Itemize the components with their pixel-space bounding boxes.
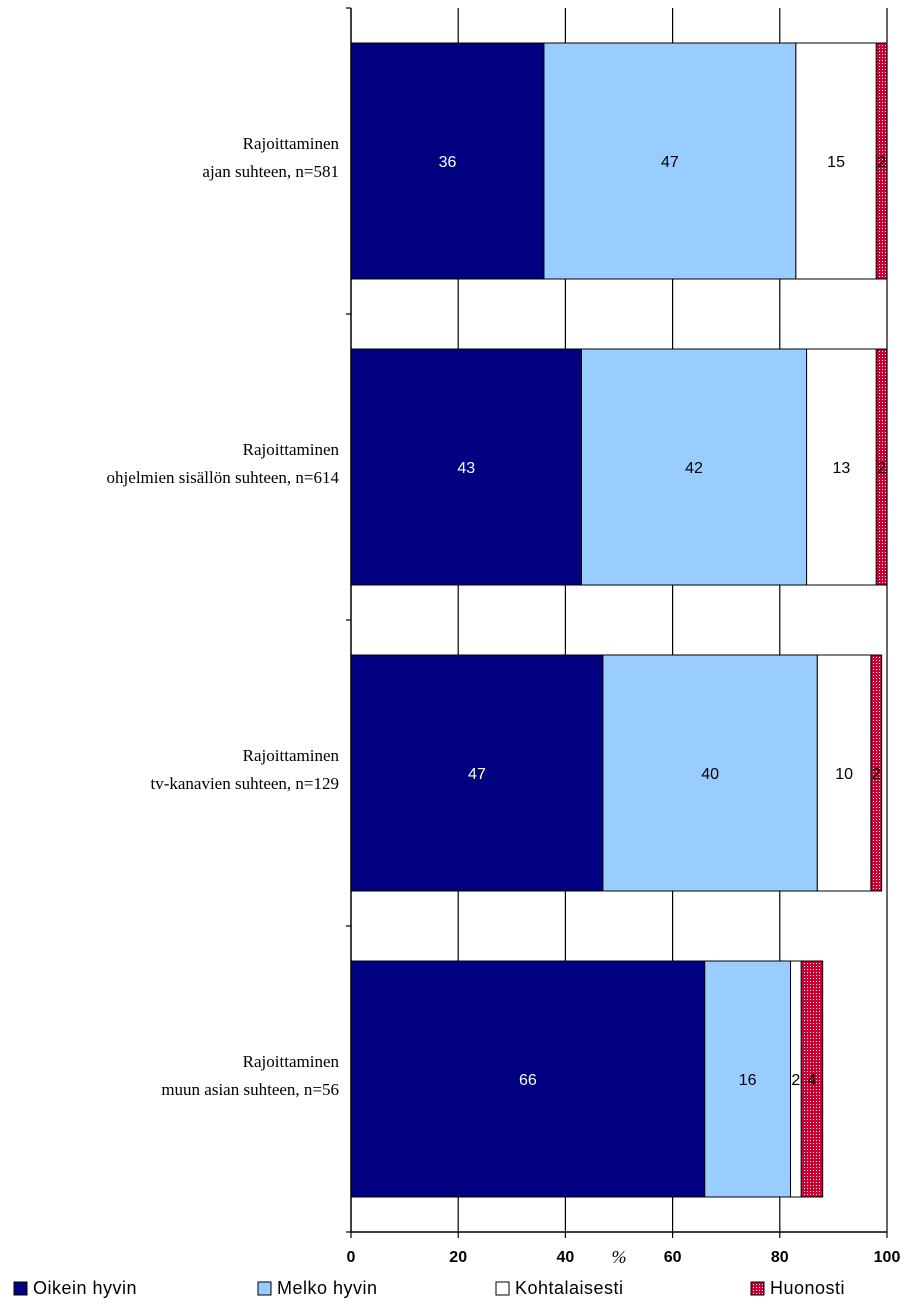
bar-segment (350, 960, 706, 1198)
x-tick-label: 0 (347, 1249, 356, 1266)
legend-swatch (257, 1281, 272, 1296)
data-label: 2 (877, 154, 886, 171)
category-label: Rajoittaminen (243, 1052, 340, 1071)
legend-swatch (750, 1281, 765, 1296)
legend-label: Kohtalaisesti (515, 1278, 624, 1298)
legend-label: Huonosti (770, 1278, 845, 1298)
bar-segment (543, 42, 797, 280)
labels: 36 47 15 2 Rajoittaminen ajan suhteen, n=581 4… (107, 134, 887, 1099)
data-label: 10 (835, 766, 853, 783)
data-label: 2 (877, 460, 886, 477)
data-label: 47 (661, 154, 679, 171)
category-label: ajan suhteen, n=581 (202, 162, 339, 181)
data-label: 42 (685, 460, 703, 477)
category-label: ohjelmien sisällön suhteen, n=614 (107, 468, 340, 487)
data-label: 40 (701, 766, 719, 783)
data-label: 43 (457, 460, 475, 477)
data-label: 66 (519, 1072, 537, 1089)
data-label: 2 (791, 1072, 800, 1089)
x-tick-label: 40 (557, 1249, 575, 1266)
data-label: 47 (468, 766, 486, 783)
bar-segment (875, 348, 888, 586)
bar-segment (602, 654, 818, 892)
x-tick-label: 20 (449, 1249, 467, 1266)
bar-segment (704, 960, 792, 1198)
category-label: tv-kanavien suhteen, n=129 (150, 774, 339, 793)
bar-segment (795, 42, 877, 280)
x-axis-label: % (612, 1247, 627, 1267)
legend-label: Melko hyvin (277, 1278, 378, 1298)
bar-segment (800, 960, 824, 1198)
category-label: Rajoittaminen (243, 134, 340, 153)
bar-segment (875, 42, 888, 280)
x-tick-label: 80 (771, 1249, 789, 1266)
x-tick-label: 100 (874, 1249, 901, 1266)
x-tick-label: 60 (664, 1249, 682, 1266)
axes: 0 20 40 60 80 100% (346, 7, 901, 1267)
bar-segment (806, 348, 877, 586)
data-label: 13 (833, 460, 851, 477)
bar-segment (350, 42, 545, 280)
data-label: 15 (827, 154, 845, 171)
bar-segment (816, 654, 872, 892)
data-label: 16 (739, 1072, 757, 1089)
category-label: Rajoittaminen (243, 746, 340, 765)
legend: Oikein hyvin Melko hyvin Kohtalaisesti Huon… (13, 1278, 845, 1298)
category-label: Rajoittaminen (243, 440, 340, 459)
legend-swatch (495, 1281, 510, 1296)
bar-segment (870, 654, 883, 892)
data-label: 2 (872, 766, 881, 783)
data-label: 4 (808, 1072, 817, 1089)
legend-label: Oikein hyvin (33, 1278, 137, 1298)
bars (350, 42, 888, 1198)
data-label: 36 (439, 154, 457, 171)
category-label: muun asian suhteen, n=56 (161, 1080, 339, 1099)
legend-swatch (13, 1281, 28, 1296)
bar-segment (580, 348, 808, 586)
